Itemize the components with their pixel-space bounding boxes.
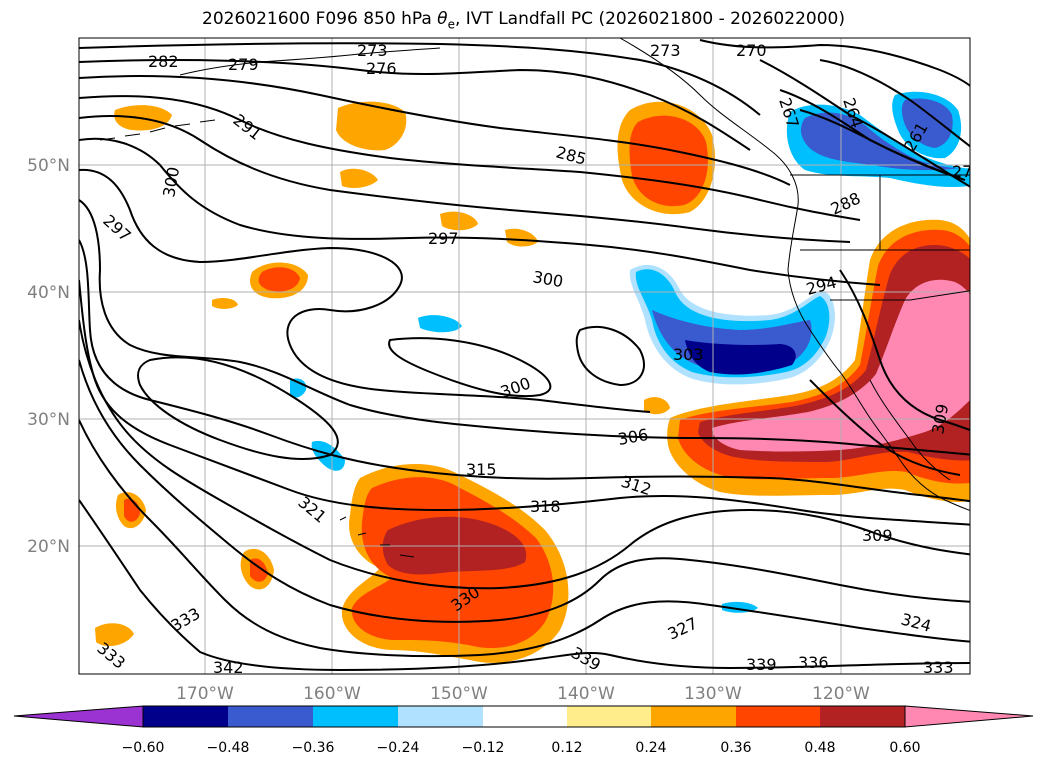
title-prefix: 2026021600 F096 850 hPa <box>202 9 438 29</box>
contour-line <box>79 239 970 503</box>
contour-label: 27 <box>952 162 972 181</box>
colorbar: −0.60 −0.48 −0.36 −0.24 −0.12 0.12 0.24 … <box>13 705 1034 756</box>
lon-label: 140°W <box>557 684 615 704</box>
ivt-positive-area <box>505 228 538 247</box>
ivt-positive-area <box>712 279 970 452</box>
map-content: 282 279 273 276 273 270 264 267 261 27 2… <box>79 38 972 677</box>
colorbar-extend-left <box>13 705 144 728</box>
theta-symbol: θ <box>437 9 448 29</box>
state-borders <box>790 174 970 301</box>
contour-line <box>79 59 751 151</box>
ivt-positive-area <box>644 397 670 415</box>
lon-label: 150°W <box>430 684 488 704</box>
theta-subscript: e <box>447 17 455 32</box>
ivt-negative-area <box>418 315 462 333</box>
contour-line <box>388 337 552 398</box>
ivt-positive-area <box>258 267 300 292</box>
colorbar-segment <box>736 706 820 727</box>
contour-line <box>759 59 970 188</box>
lon-label: 130°W <box>684 684 742 704</box>
colorbar-extend-right <box>904 705 1034 728</box>
theta-e-contours <box>79 39 970 672</box>
contour-line <box>79 419 970 658</box>
contour-line <box>79 359 970 623</box>
colorbar-tick-label: −0.48 <box>207 740 250 756</box>
colorbar-segment <box>651 706 736 727</box>
lat-label: 50°N <box>27 156 70 176</box>
lat-label: 40°N <box>27 283 70 303</box>
contour-line <box>79 137 881 286</box>
contour-label: 336 <box>798 653 829 672</box>
contour-line <box>809 379 961 476</box>
contour-label: 318 <box>530 497 561 516</box>
colorbar-tick-label: 0.48 <box>804 740 835 756</box>
contour-line <box>575 325 645 387</box>
ivt-positive-area <box>340 168 378 188</box>
colorbar-segment <box>567 706 651 727</box>
colorbar-segment <box>820 706 905 727</box>
colorbar-tick-label: 0.36 <box>720 740 751 756</box>
ivt-positive-area <box>629 115 708 207</box>
figure-title: 2026021600 F096 850 hPa θe, IVT Landfall… <box>0 9 1047 31</box>
contour-label: 342 <box>213 658 244 677</box>
ivt-positive-area <box>95 623 134 647</box>
contour-label: 276 <box>366 59 397 78</box>
lon-label: 120°W <box>812 684 870 704</box>
colorbar-segment <box>398 706 483 727</box>
lon-label: 170°W <box>176 684 234 704</box>
coastline-north-america <box>619 38 970 511</box>
contour-label: 273 <box>650 41 681 60</box>
map-frame <box>78 37 971 675</box>
contour-line <box>79 199 970 456</box>
latitude-labels: 50°N 40°N 30°N 20°N <box>27 156 70 557</box>
coastline-alaska <box>179 47 441 76</box>
colorbar-segment <box>143 706 228 727</box>
ivt-shading <box>95 91 970 663</box>
ivt-positive-area <box>336 101 407 151</box>
contour-label: 339 <box>746 655 777 674</box>
contour-line <box>79 95 861 221</box>
colorbar-frame <box>142 705 906 728</box>
contour-label: 273 <box>357 41 388 60</box>
colorbar-tick-label: 0.24 <box>635 740 666 756</box>
contour-line <box>79 499 970 672</box>
contour-label: 333 <box>923 658 954 677</box>
lat-label: 20°N <box>27 537 70 557</box>
contour-line <box>699 39 970 87</box>
contour-line <box>79 42 761 116</box>
contour-label: 303 <box>673 345 704 364</box>
contour-label: 297 <box>428 229 459 248</box>
contour-line <box>79 168 651 413</box>
lat-label: 30°N <box>27 410 70 430</box>
ivt-positive-area <box>212 297 238 309</box>
contour-label: 279 <box>228 55 259 74</box>
colorbar-tick-label: −0.36 <box>292 740 335 756</box>
contour-line <box>819 59 970 148</box>
colorbar-tick-label: 0.12 <box>551 740 582 756</box>
contour-label: 270 <box>736 41 767 60</box>
contour-line <box>137 356 339 461</box>
lon-label: 160°W <box>303 684 361 704</box>
colorbar-segment <box>483 706 567 727</box>
contour-label: 309 <box>862 526 893 545</box>
contour-label: 315 <box>466 460 497 479</box>
contour-label: 282 <box>148 52 179 71</box>
colorbar-tick-label: −0.60 <box>122 740 165 756</box>
colorbar-tick-label: 0.60 <box>889 740 920 756</box>
colorbar-tick-label: −0.12 <box>462 740 505 756</box>
colorbar-segment <box>228 706 313 727</box>
colorbar-segment <box>313 706 398 727</box>
contour-line <box>79 75 791 186</box>
contour-line <box>839 269 970 432</box>
colorbar-tick-label: −0.24 <box>377 740 420 756</box>
contour-line <box>799 109 966 181</box>
hawaii-islands <box>339 516 415 558</box>
longitude-labels: 170°W 160°W 150°W 140°W 130°W 120°W <box>176 684 870 704</box>
contour-line <box>79 319 970 590</box>
title-suffix: , IVT Landfall PC (2026021800 - 20260220… <box>454 9 845 29</box>
contour-line <box>79 115 851 243</box>
ivt-negative-area <box>901 98 953 148</box>
